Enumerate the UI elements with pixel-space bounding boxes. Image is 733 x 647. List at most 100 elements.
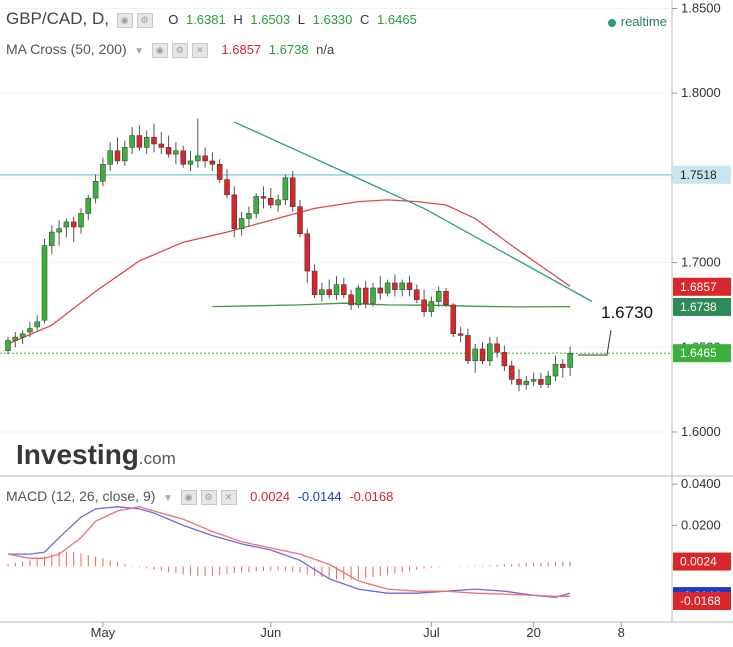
candle-up [246,213,252,219]
macd-y-tick-label: 0.0200 [681,517,721,532]
candle-up [85,197,92,214]
macd-line [8,506,571,598]
gear-icon[interactable]: ⚙ [200,490,217,506]
candle-down [457,333,464,336]
candle-down [392,282,398,290]
candle-up [319,289,325,295]
y-tick-label: 1.7000 [681,255,721,270]
eye-icon[interactable]: ◉ [180,490,197,506]
candle-up [399,282,405,290]
candle-up [552,363,559,377]
candle-down [209,160,216,165]
realtime-label: realtime [620,14,667,29]
realtime-dot-icon [607,18,616,27]
candle-down [508,365,515,380]
candle-up [195,155,201,162]
candle-up [435,291,442,302]
close-icon[interactable]: ✕ [191,43,208,59]
chevron-down-icon[interactable]: ▼ [134,46,145,57]
macd-y-tick-label: 0.0400 [681,476,721,491]
candle-up [5,340,11,351]
candle-down [70,221,77,228]
price-tag: 1.6465 [673,344,731,363]
candle-up [567,352,573,368]
candle-down [414,289,420,301]
eye-icon[interactable]: ◉ [116,13,133,29]
ma-fast-line [7,199,571,345]
candle-down [326,289,332,295]
candle-down [341,284,347,295]
candle-down [377,287,384,294]
macd-value-1: 0.0024 [250,489,290,504]
high-label: H [233,12,243,27]
watermark-brand: Investing [16,439,139,470]
price-tag-text: 1.6857 [680,280,717,294]
candle-up [523,380,530,385]
gear-icon[interactable]: ⚙ [171,43,188,59]
horizontal-lines[interactable] [0,174,672,354]
chevron-down-icon[interactable]: ▼ [163,493,173,504]
candle-down [260,196,267,199]
macd-tag-bg [673,552,731,571]
candle-down [297,206,303,235]
candle-up [238,218,245,229]
candle-down [136,135,143,148]
ma-slow-line [212,302,571,308]
open-value: 1.6381 [185,12,226,27]
y-tick-label: 1.8000 [681,85,721,100]
candle-down [516,379,522,385]
candle-down [202,155,208,162]
ma-study-label: MA Cross (50, 200) [6,41,127,57]
macd-tag-text: -0.0168 [680,594,721,608]
price-tag-bg [673,297,731,316]
macd-value-3: -0.0168 [349,489,394,504]
candle-up [41,245,48,321]
candle-down [158,143,165,148]
candle-up [282,177,289,201]
candle-down [450,304,457,334]
candle-down [362,287,369,304]
price-tag-bg [673,344,731,363]
candle-up [129,135,135,148]
eye-icon[interactable]: ◉ [151,43,168,59]
ma-value-3: n/a [316,42,335,57]
x-tick-label: 8 [618,625,625,640]
macd-tag-text: 0.0024 [680,555,717,569]
candle-down [494,343,500,353]
candle-up [63,221,70,228]
realtime-indicator: realtime [607,14,667,29]
candle-up [107,150,113,165]
trendline-group[interactable] [234,121,593,303]
ma-legend: MA Cross (50, 200) ▼ ◉ ⚙ ✕ 1.6857 1.6738 n… [6,41,338,59]
candle-up [34,321,40,328]
candle-down [151,136,157,145]
candle-up [92,181,99,199]
gear-icon[interactable]: ⚙ [136,13,153,29]
candle-up [333,284,340,295]
price-tags: 1.68571.67381.64651.75180.0024-0.0144-0.… [673,165,731,611]
candle-up [472,348,478,362]
x-tick-label: Jun [260,625,281,640]
candle-up [12,336,19,341]
price-tag-text: 1.6738 [680,300,717,314]
ma-value-2: 1.6738 [268,42,309,57]
candle-up [143,136,150,148]
candle-down [304,233,311,272]
candle-down [268,197,274,206]
candle-down [224,179,230,196]
close-icon[interactable]: ✕ [220,490,237,506]
trendline [234,121,593,303]
candle-up [100,164,106,182]
candle-up [384,282,391,294]
close-label: C [360,12,370,27]
price-tag: 1.6857 [673,277,731,296]
price-tag: 1.6738 [673,297,731,316]
y-tick-label: 1.6000 [681,424,721,439]
price-tag-text: 1.7518 [680,168,717,182]
candles [5,118,573,392]
price-tag: 1.7518 [673,165,731,184]
annotation-text: 1.6730 [601,303,653,322]
price-annotation[interactable]: 1.6730 [578,303,653,356]
